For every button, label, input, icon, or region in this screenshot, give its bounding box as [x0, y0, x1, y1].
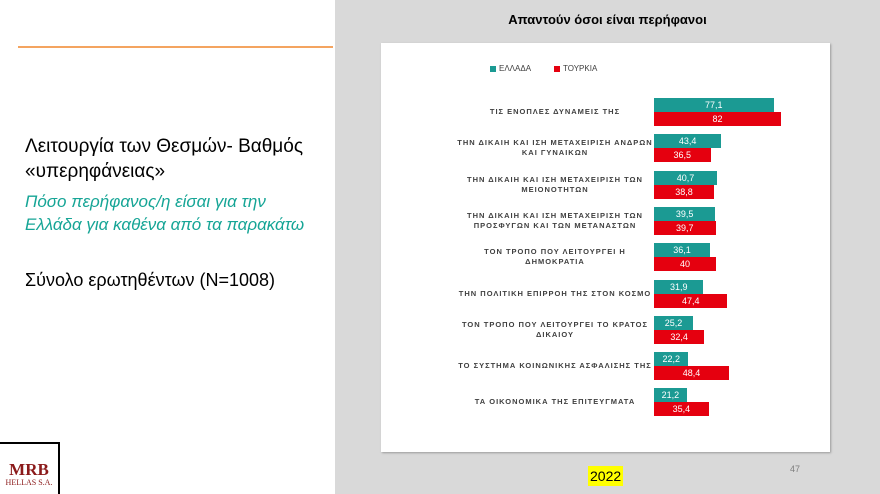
value-label: 32,4 — [670, 331, 688, 342]
value-label: 31,9 — [669, 281, 688, 292]
bar — [654, 352, 689, 367]
legend-label: ΕΛΛΑΔΑ — [499, 64, 532, 73]
value-label: 22,2 — [662, 354, 680, 365]
value-label: 77,1 — [704, 100, 723, 110]
bar — [654, 315, 694, 330]
value-label: 39,5 — [675, 208, 694, 219]
value-label: 48,4 — [682, 368, 701, 379]
bar — [654, 112, 782, 126]
value-label: 40 — [679, 259, 691, 270]
bar — [654, 134, 722, 149]
question: Πόσο περήφανος/η είσαι για την Ελλάδα γι… — [25, 192, 305, 234]
bar — [654, 329, 705, 344]
value-label: 40,7 — [676, 172, 695, 183]
category-label: ΤΗΝ ΔΙΚΑΙΗ ΚΑΙ ΙΣΗ ΜΕΤΑΧΕΙΡΙΣΗ ΑΝΔΡΩΝ ΚΑ… — [457, 138, 653, 158]
page-number: 47 — [790, 464, 801, 474]
chart-title: Απαντούν όσοι είναι περήφανοι — [508, 12, 707, 27]
logo-name: MRB — [9, 460, 49, 479]
value-label: 43,4 — [678, 136, 697, 147]
bar — [654, 388, 687, 403]
value-label: 38,8 — [675, 186, 693, 197]
bar — [654, 402, 709, 417]
logo: MRB HELLAS S.A. — [0, 442, 60, 494]
bar — [654, 170, 718, 185]
value-label: 36,5 — [673, 150, 692, 161]
category-label: ΤΟ ΣΥΣΤΗΜΑ ΚΟΙΝΩΝΙΚΗΣ ΑΣΦΑΛΙΣΗΣ ΤΗΣ — [458, 361, 652, 371]
category-label: ΤΟΝ ΤΡΟΠΟ ΠΟΥ ΛΕΙΤΟΥΡΓΕΙ Η ΔΗΜΟΚΡΑΤΙΑ — [484, 247, 626, 267]
bar — [654, 206, 716, 221]
year: 2022 — [588, 466, 624, 486]
bar — [654, 220, 716, 235]
logo-subtitle: HELLAS S.A. — [5, 478, 53, 487]
category-label: ΤΗΝ ΔΙΚΑΙΗ ΚΑΙ ΙΣΗ ΜΕΤΑΧΕΙΡΙΣΗ ΤΩΝ ΠΡΟΣΦ… — [467, 210, 643, 230]
bar — [654, 243, 710, 258]
bar — [654, 279, 704, 294]
value-label: 47,4 — [681, 295, 700, 306]
divider — [18, 46, 333, 48]
legend-swatch — [490, 66, 496, 72]
bar — [654, 366, 730, 381]
heading: Λειτουργία των Θεσμών- Βαθμός «υπερηφάνε… — [25, 136, 303, 182]
bar — [654, 148, 711, 163]
value-label: 25,2 — [664, 317, 683, 328]
value-label: 82 — [712, 114, 723, 124]
bar — [654, 293, 728, 308]
bar — [654, 98, 774, 112]
bar — [654, 184, 715, 199]
bar — [654, 257, 716, 272]
base: Σύνολο ερωτηθέντων (N=1008) — [25, 270, 276, 290]
category-label: ΤΑ ΟΙΚΟΝΟΜΙΚΑ ΤΗΣ ΕΠΙΤΕΥΓΜΑΤΑ — [474, 397, 636, 407]
category-label: ΤΗΝ ΔΙΚΑΙΗ ΚΑΙ ΙΣΗ ΜΕΤΑΧΕΙΡΙΣΗ ΤΩΝ ΜΕΙΟΝ… — [467, 174, 643, 194]
value-label: 35,4 — [672, 404, 691, 415]
category-label: ΤΗΝ ΠΟΛΙΤΙΚΗ ΕΠΙΡΡΟΗ ΤΗΣ ΣΤΟΝ ΚΟΣΜΟ — [458, 288, 652, 298]
category-label: ΤΟΝ ΤΡΟΠΟ ΠΟΥ ΛΕΙΤΟΥΡΓΕΙ ΤΟ ΚΡΑΤΟΣ ΔΙΚΑΙ… — [461, 319, 649, 339]
legend-swatch — [554, 66, 560, 72]
value-label: 21,2 — [661, 390, 680, 401]
category-label: ΤΙΣ ΕΝΟΠΛΕΣ ΔΥΝΑΜΕΙΣ ΤΗΣ — [489, 107, 621, 116]
legend-label: ΤΟΥΡΚΙΑ — [563, 64, 598, 73]
value-label: 36,1 — [673, 245, 691, 256]
value-label: 39,7 — [676, 222, 694, 233]
